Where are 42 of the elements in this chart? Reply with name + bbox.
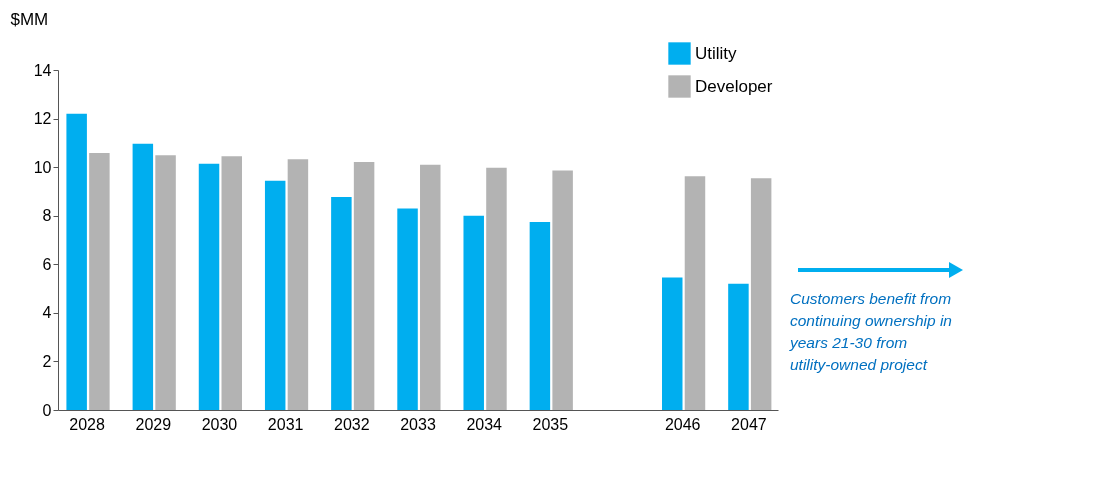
x-tick-label: 2046: [664, 415, 701, 433]
y-axis-title: $MM: [10, 9, 49, 29]
text: Customers benefit from continuing ownership in years 21-30 from utility-owned project: [789, 290, 952, 373]
bar: [264, 180, 286, 410]
y-tick-label: 6: [42, 255, 52, 273]
bar: [552, 170, 573, 410]
bar: [486, 167, 507, 410]
y-tick-label: 2: [42, 352, 52, 370]
bar: [662, 277, 683, 410]
bar: [66, 113, 87, 410]
bar: [89, 153, 110, 410]
bar: [132, 143, 154, 410]
y-tick-label: 4: [42, 304, 52, 322]
bar: [155, 155, 176, 410]
x-tick-label: 2047: [731, 415, 767, 433]
bar: [529, 222, 551, 410]
bar: [353, 162, 375, 410]
y-tick-label: 14: [33, 61, 52, 79]
x-tick-label: 2028: [69, 415, 106, 433]
bar: [750, 178, 772, 410]
bar: [684, 176, 706, 410]
bar: [221, 156, 242, 410]
x-tick-label: 2029: [135, 415, 172, 433]
bar: [331, 197, 352, 410]
y-tick-label: 0: [42, 401, 52, 419]
bar: [728, 283, 749, 410]
y-tick-label: 8: [42, 207, 52, 225]
x-tick-label: 2034: [466, 415, 503, 433]
y-tick-label: 12: [33, 110, 52, 128]
x-tick-label: 2031: [267, 415, 304, 433]
legend-label: Developer: [695, 76, 773, 96]
x-tick-label: 2032: [334, 415, 370, 433]
bar: [463, 215, 484, 410]
y-tick-label: 10: [33, 158, 52, 176]
x-tick-label: 2030: [201, 415, 238, 433]
legend-label: Utility: [695, 43, 738, 63]
x-tick-label: 2035: [532, 415, 569, 433]
bar: [420, 164, 441, 410]
bar: [397, 208, 418, 410]
x-tick-label: 2033: [400, 415, 436, 433]
bar: [287, 159, 309, 410]
bar: [198, 163, 220, 410]
